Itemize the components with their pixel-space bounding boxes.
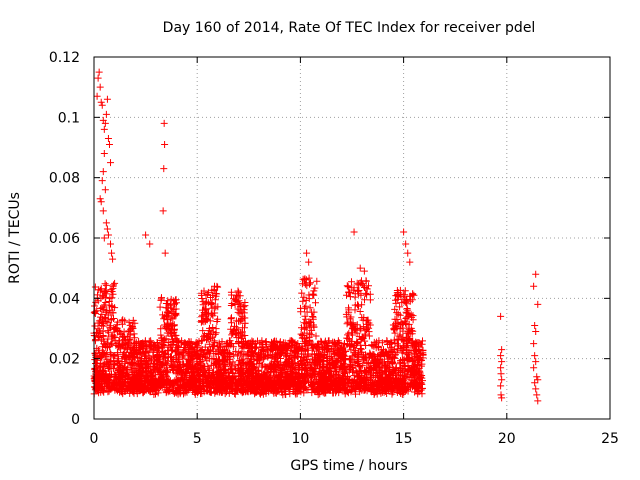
y-tick-label: 0.02: [49, 352, 80, 368]
data-point: [497, 352, 505, 360]
y-tick-label: 0.08: [49, 171, 80, 187]
data-point: [497, 312, 505, 320]
x-tick-label: 0: [90, 431, 99, 447]
data-point: [303, 249, 311, 257]
data-point: [142, 231, 150, 239]
x-axis-label: GPS time / hours: [290, 458, 407, 474]
data-point: [531, 321, 539, 329]
data-point: [498, 376, 506, 384]
data-points: [90, 68, 542, 405]
data-point: [103, 95, 111, 103]
data-point: [96, 83, 104, 91]
data-point: [104, 134, 112, 142]
data-point: [98, 101, 106, 109]
x-tick-label: 25: [601, 431, 619, 447]
axis-tick-labels: 0 5 10 15 20 25 0 0.02 0.04 0.06 0.08 0.1 0.12: [49, 50, 619, 447]
data-point: [160, 165, 168, 173]
data-point: [498, 358, 506, 366]
data-point: [98, 177, 106, 185]
data-point: [96, 195, 104, 203]
data-point: [531, 379, 539, 387]
data-point: [107, 240, 115, 248]
data-point: [406, 258, 414, 266]
data-point: [99, 168, 107, 176]
y-tick-label: 0.04: [49, 291, 80, 307]
x-tick-label: 5: [193, 431, 202, 447]
data-point: [97, 98, 105, 106]
data-point: [102, 219, 110, 227]
data-point: [534, 300, 542, 308]
data-point: [532, 358, 540, 366]
chart-title: Day 160 of 2014, Rate Of TEC Index for r…: [163, 20, 536, 36]
data-point: [497, 391, 505, 399]
data-point: [100, 150, 108, 158]
data-point: [533, 391, 541, 399]
data-point: [350, 228, 358, 236]
data-point: [402, 240, 410, 248]
data-point: [533, 373, 541, 381]
data-point: [530, 340, 538, 348]
x-tick-label: 20: [498, 431, 516, 447]
data-point: [109, 255, 117, 263]
data-point: [532, 328, 540, 336]
data-point: [100, 125, 108, 133]
data-point: [305, 258, 313, 266]
data-point: [105, 140, 113, 148]
data-point: [160, 119, 168, 127]
data-point: [95, 68, 103, 76]
data-point: [534, 397, 542, 405]
x-tick-label: 10: [291, 431, 309, 447]
x-tick-label: 15: [395, 431, 413, 447]
data-point: [107, 159, 115, 167]
data-point: [360, 267, 368, 275]
data-point: [530, 364, 538, 372]
data-point: [102, 110, 110, 118]
data-point: [94, 74, 102, 82]
data-point: [532, 270, 540, 278]
data-point: [103, 225, 111, 233]
data-point: [498, 346, 506, 354]
data-point: [108, 249, 116, 257]
data-point: [356, 264, 364, 272]
data-point: [159, 207, 167, 215]
data-point-cloud: [90, 274, 427, 399]
data-point: [531, 352, 539, 360]
data-point: [498, 394, 506, 402]
data-point: [400, 228, 408, 236]
y-axis-label: ROTI / TECUs: [7, 192, 23, 284]
data-point: [534, 376, 542, 384]
y-tick-label: 0.12: [49, 50, 80, 66]
data-point: [93, 92, 101, 100]
data-point: [97, 198, 105, 206]
y-tick-label: 0.1: [58, 110, 80, 126]
data-point: [161, 249, 169, 257]
data-point: [404, 249, 412, 257]
data-point: [101, 119, 109, 127]
data-point: [100, 234, 108, 242]
data-point: [530, 282, 538, 290]
axis-ticks: [93, 56, 611, 420]
data-point: [99, 207, 107, 215]
data-point: [497, 382, 505, 390]
data-point: [532, 385, 540, 393]
data-point: [497, 364, 505, 372]
grid-lines: [94, 57, 610, 419]
data-point: [161, 140, 169, 148]
data-point: [101, 186, 109, 194]
y-tick-label: 0.06: [49, 231, 80, 247]
data-point: [104, 231, 112, 239]
data-point: [497, 370, 505, 378]
y-tick-label: 0: [71, 412, 80, 428]
data-point: [146, 240, 154, 248]
